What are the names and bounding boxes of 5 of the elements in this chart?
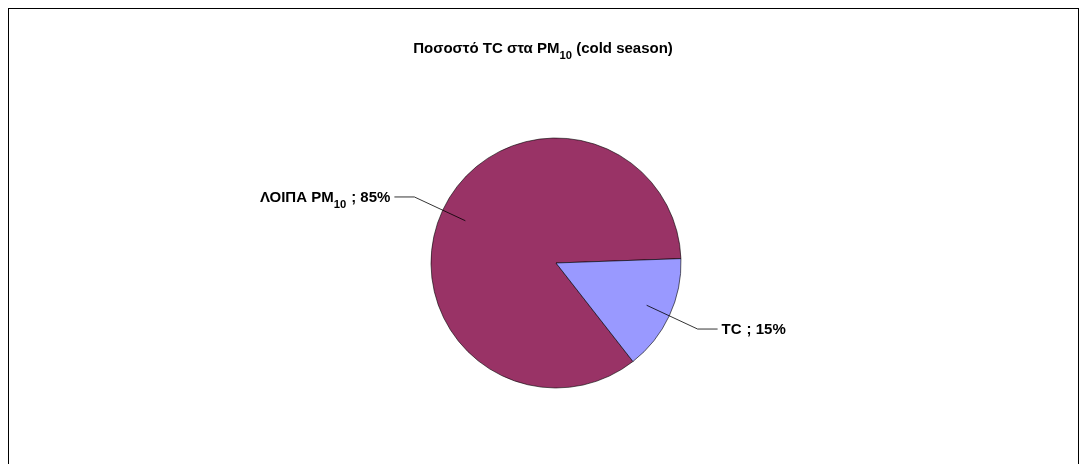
slice-label: TC (721, 320, 742, 338)
slice-label: ΛΟΙΠΑ PM$_{10}$ (259, 187, 347, 210)
data-label: ; 15% (746, 320, 786, 338)
chart-title: Ποσοστό TC στα PM$_{10}$ (cold season) (413, 39, 673, 61)
data-label: ; 85% (351, 187, 391, 205)
